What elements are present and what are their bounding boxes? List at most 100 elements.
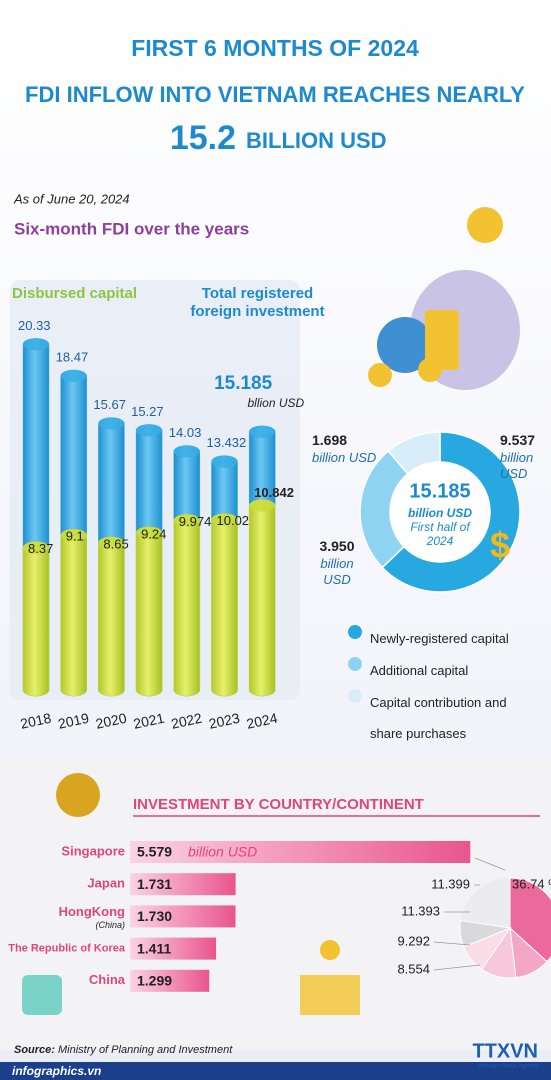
annotation: bllion USD	[247, 396, 304, 410]
bar	[60, 529, 87, 697]
source: Ministry of Planning and Investment	[58, 1044, 233, 1056]
legend-label: Disbursed capital	[12, 285, 138, 302]
bar-cap	[23, 338, 49, 351]
legend-swatch	[348, 657, 362, 671]
category-note: (China)	[95, 920, 125, 930]
value-label: 1.731	[137, 876, 172, 892]
value-unit: billion USD	[312, 450, 377, 465]
x-tick-label: 2024	[245, 710, 279, 732]
section-title: INVESTMENT BY COUNTRY/CONTINENT	[133, 796, 424, 813]
value-label: 1.730	[137, 908, 172, 924]
bar	[211, 513, 238, 697]
bar	[173, 514, 201, 697]
title-highlight: 15.2	[170, 119, 236, 157]
bar-cap	[249, 499, 276, 512]
value-label: 10.842	[254, 485, 294, 500]
footer-bar	[0, 1062, 551, 1080]
bar	[130, 937, 217, 960]
bar-cap	[98, 417, 125, 430]
value-label: 9.24	[141, 526, 166, 541]
value-label: 8.554	[397, 961, 430, 976]
value-unit: billion USD	[188, 844, 257, 860]
value-label: 9.292	[397, 933, 430, 948]
value-unit: billion USD	[500, 450, 534, 481]
bar-cap	[173, 445, 200, 458]
value-label: 3.950	[319, 538, 355, 554]
x-tick-label: 2019	[57, 710, 91, 732]
value-unit: billion USD	[320, 556, 354, 587]
leader-line	[433, 964, 481, 971]
logo-sub: Vietnam News Agency	[478, 1064, 538, 1070]
leader-line	[474, 857, 506, 871]
bar	[135, 526, 163, 697]
value-label: 14.03	[169, 425, 202, 440]
source-label: Source:	[14, 1044, 55, 1056]
value-label: 11.399	[431, 876, 470, 891]
bar-cap	[98, 536, 125, 549]
legend-label: Newly-registered capital	[370, 631, 509, 646]
pie-slice	[459, 919, 512, 948]
bar-cap	[136, 526, 163, 539]
bar-cap	[60, 370, 87, 383]
x-tick-label: 2021	[132, 710, 166, 732]
legend-label: Capital contribution and share purchases	[370, 695, 507, 742]
value-label: 15.67	[93, 397, 126, 412]
title-line: FIRST 6 MONTHS OF 2024	[131, 35, 419, 61]
footer-site: infographics.vn	[12, 1064, 101, 1078]
category-label: Singapore	[61, 843, 125, 858]
center-value: 15.185	[409, 480, 470, 502]
value-label: 15.27	[131, 404, 164, 419]
chart-title: Six-month FDI over the years	[14, 219, 249, 238]
bar-cap	[249, 425, 276, 438]
bar	[130, 873, 236, 896]
center-unit: billion USD	[408, 506, 472, 520]
bar-cap	[211, 513, 238, 526]
value-label: 1.411	[137, 940, 171, 956]
value-label: 9.537	[500, 432, 536, 448]
date: As of June 20, 2024	[13, 191, 130, 206]
value-label: 15.185	[214, 373, 273, 394]
title-line: FDI INFLOW INTO VIETNAM REACHES NEARLY	[25, 82, 525, 107]
bar	[98, 536, 125, 697]
value-label: 8.65	[103, 536, 128, 551]
legend-swatch	[348, 689, 362, 703]
bar-cap	[173, 514, 200, 527]
bar	[130, 841, 471, 863]
center-note: First half of 2024	[410, 520, 470, 549]
value-label: 20.33	[18, 318, 51, 333]
value-label: 9.1	[66, 529, 84, 544]
bar-cap	[211, 455, 238, 468]
value-label: 10.021	[217, 513, 257, 528]
category-label: HongKong	[59, 904, 125, 919]
value-label: 13.432	[207, 435, 247, 450]
category-label: The Republic of Korea	[8, 943, 126, 955]
bar-cap	[60, 529, 87, 542]
leader-line	[433, 941, 471, 946]
x-tick-label: 2022	[170, 710, 204, 732]
dollar-icon: $	[490, 525, 510, 566]
value-label: 8.37	[28, 541, 53, 556]
legend-label: Total registered foreign investment	[190, 285, 325, 320]
donut-hole	[390, 462, 490, 562]
x-tick-label: 2020	[94, 710, 128, 732]
logo: TTXVN	[472, 1040, 538, 1062]
pie-slice	[509, 877, 551, 963]
bar-cap	[136, 424, 163, 437]
value-label: 1.698	[312, 432, 348, 448]
bar	[248, 499, 276, 697]
value-label: 18.47	[56, 349, 89, 364]
legend-swatch	[348, 625, 362, 639]
bar	[130, 905, 236, 928]
x-tick-label: 2018	[19, 710, 53, 732]
value-label: 5.579	[137, 844, 172, 860]
legend-label: Additional capital	[370, 663, 469, 678]
bar	[130, 969, 210, 992]
category-label: China	[89, 972, 126, 987]
value-label: 1.299	[137, 973, 172, 989]
category-label: Japan	[87, 876, 125, 891]
illustration	[22, 207, 520, 1015]
bar-cap	[23, 541, 49, 554]
title-unit: BILLION USD	[246, 128, 387, 153]
